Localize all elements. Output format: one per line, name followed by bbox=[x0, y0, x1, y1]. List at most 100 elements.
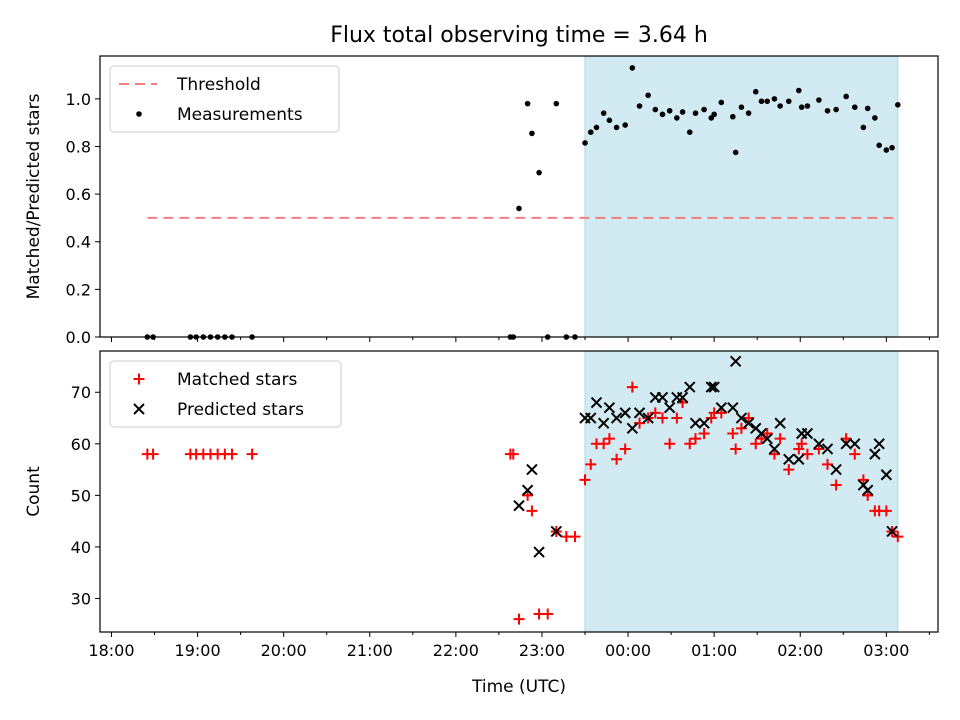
y-axis-label: Count bbox=[24, 466, 44, 517]
data-point bbox=[851, 104, 858, 110]
data-point bbox=[597, 417, 610, 429]
x-tick-label: 19:00 bbox=[175, 641, 221, 660]
data-point bbox=[516, 205, 522, 212]
data-point bbox=[513, 613, 525, 625]
data-point bbox=[822, 458, 834, 470]
data-point bbox=[603, 402, 616, 414]
data-point bbox=[886, 525, 898, 538]
data-point bbox=[587, 129, 594, 136]
data-point bbox=[686, 129, 693, 136]
data-point bbox=[860, 124, 867, 131]
axes-frame bbox=[99, 350, 939, 633]
data-point bbox=[730, 113, 736, 120]
data-point bbox=[711, 111, 717, 118]
data-point bbox=[889, 144, 895, 151]
data-point bbox=[246, 448, 258, 460]
data-point bbox=[705, 381, 717, 393]
data-point bbox=[892, 531, 904, 543]
data-point bbox=[840, 438, 852, 450]
legend-box bbox=[109, 65, 340, 133]
data-point bbox=[626, 422, 639, 435]
data-point bbox=[761, 427, 773, 439]
data-point bbox=[804, 103, 811, 109]
y-tick-label: 0.6 bbox=[66, 185, 91, 204]
data-point bbox=[513, 499, 525, 512]
chart-title: Flux total observing time = 3.64 h bbox=[330, 23, 708, 48]
y-tick-label: 40 bbox=[71, 538, 91, 557]
data-point bbox=[590, 396, 603, 409]
data-point bbox=[579, 474, 591, 486]
data-point bbox=[840, 433, 852, 445]
data-point bbox=[603, 433, 615, 445]
data-point bbox=[633, 407, 646, 419]
x-tick-label: 21:00 bbox=[347, 641, 393, 660]
data-point bbox=[785, 98, 792, 105]
data-point bbox=[798, 104, 805, 110]
data-point bbox=[768, 443, 781, 455]
legend-label: Predicted stars bbox=[177, 400, 304, 420]
data-point bbox=[226, 448, 238, 460]
data-point bbox=[629, 65, 636, 71]
data-point bbox=[895, 102, 901, 108]
bottom-subplot: 30 40 50 60 70 18:00 19:00 20:00 21:00 22:00 23:00… bbox=[24, 350, 939, 660]
data-point bbox=[689, 417, 702, 429]
y-axis-label: Matched/Predicted stars bbox=[24, 93, 44, 299]
data-point bbox=[600, 110, 607, 116]
data-point bbox=[593, 124, 600, 131]
data-point bbox=[742, 417, 755, 429]
data-point bbox=[801, 427, 814, 440]
data-point bbox=[873, 438, 885, 450]
legend-label: Matched stars bbox=[177, 370, 297, 390]
data-point bbox=[833, 106, 839, 113]
data-point bbox=[830, 463, 842, 476]
data-point bbox=[876, 142, 882, 149]
data-point bbox=[750, 438, 762, 450]
data-point bbox=[777, 103, 783, 109]
data-point bbox=[642, 412, 654, 424]
data-point bbox=[522, 489, 534, 501]
data-point bbox=[626, 381, 638, 393]
data-point bbox=[613, 124, 620, 131]
data-point bbox=[656, 412, 668, 424]
data-point bbox=[598, 438, 610, 450]
data-point bbox=[729, 355, 742, 368]
data-point bbox=[698, 427, 710, 439]
x-tick-label: 03:00 bbox=[863, 641, 909, 660]
data-point bbox=[645, 92, 651, 99]
data-point bbox=[796, 438, 808, 450]
y-tick-label: 1.0 bbox=[66, 90, 91, 109]
data-point bbox=[636, 103, 643, 109]
data-point bbox=[883, 147, 890, 153]
legend-label: Measurements bbox=[177, 105, 303, 125]
series-measurements bbox=[144, 65, 901, 340]
data-point bbox=[758, 98, 765, 105]
data-point bbox=[864, 105, 871, 112]
y-tick-label: 60 bbox=[71, 435, 91, 454]
data-point bbox=[679, 109, 686, 115]
data-point bbox=[610, 412, 623, 424]
data-point bbox=[689, 433, 701, 445]
data-point bbox=[674, 115, 680, 121]
data-point bbox=[521, 484, 534, 496]
data-point bbox=[582, 140, 588, 146]
data-point bbox=[529, 130, 535, 137]
data-point bbox=[507, 448, 519, 460]
data-point bbox=[622, 122, 628, 128]
data-point bbox=[671, 412, 683, 424]
data-point bbox=[698, 417, 710, 429]
data-point bbox=[801, 448, 813, 460]
data-point bbox=[536, 169, 542, 176]
data-point bbox=[862, 489, 874, 501]
data-point bbox=[619, 443, 631, 455]
observing-window bbox=[584, 350, 899, 633]
data-point bbox=[550, 525, 563, 538]
x-tick-label: 00:00 bbox=[605, 641, 651, 660]
legend-plus-swatch bbox=[133, 373, 145, 385]
data-point bbox=[796, 87, 802, 94]
data-point bbox=[783, 453, 795, 465]
data-point bbox=[677, 397, 689, 409]
data-point bbox=[745, 110, 752, 116]
x-tick-label: 02:00 bbox=[777, 641, 823, 660]
data-point bbox=[743, 412, 755, 424]
data-point bbox=[715, 402, 728, 414]
